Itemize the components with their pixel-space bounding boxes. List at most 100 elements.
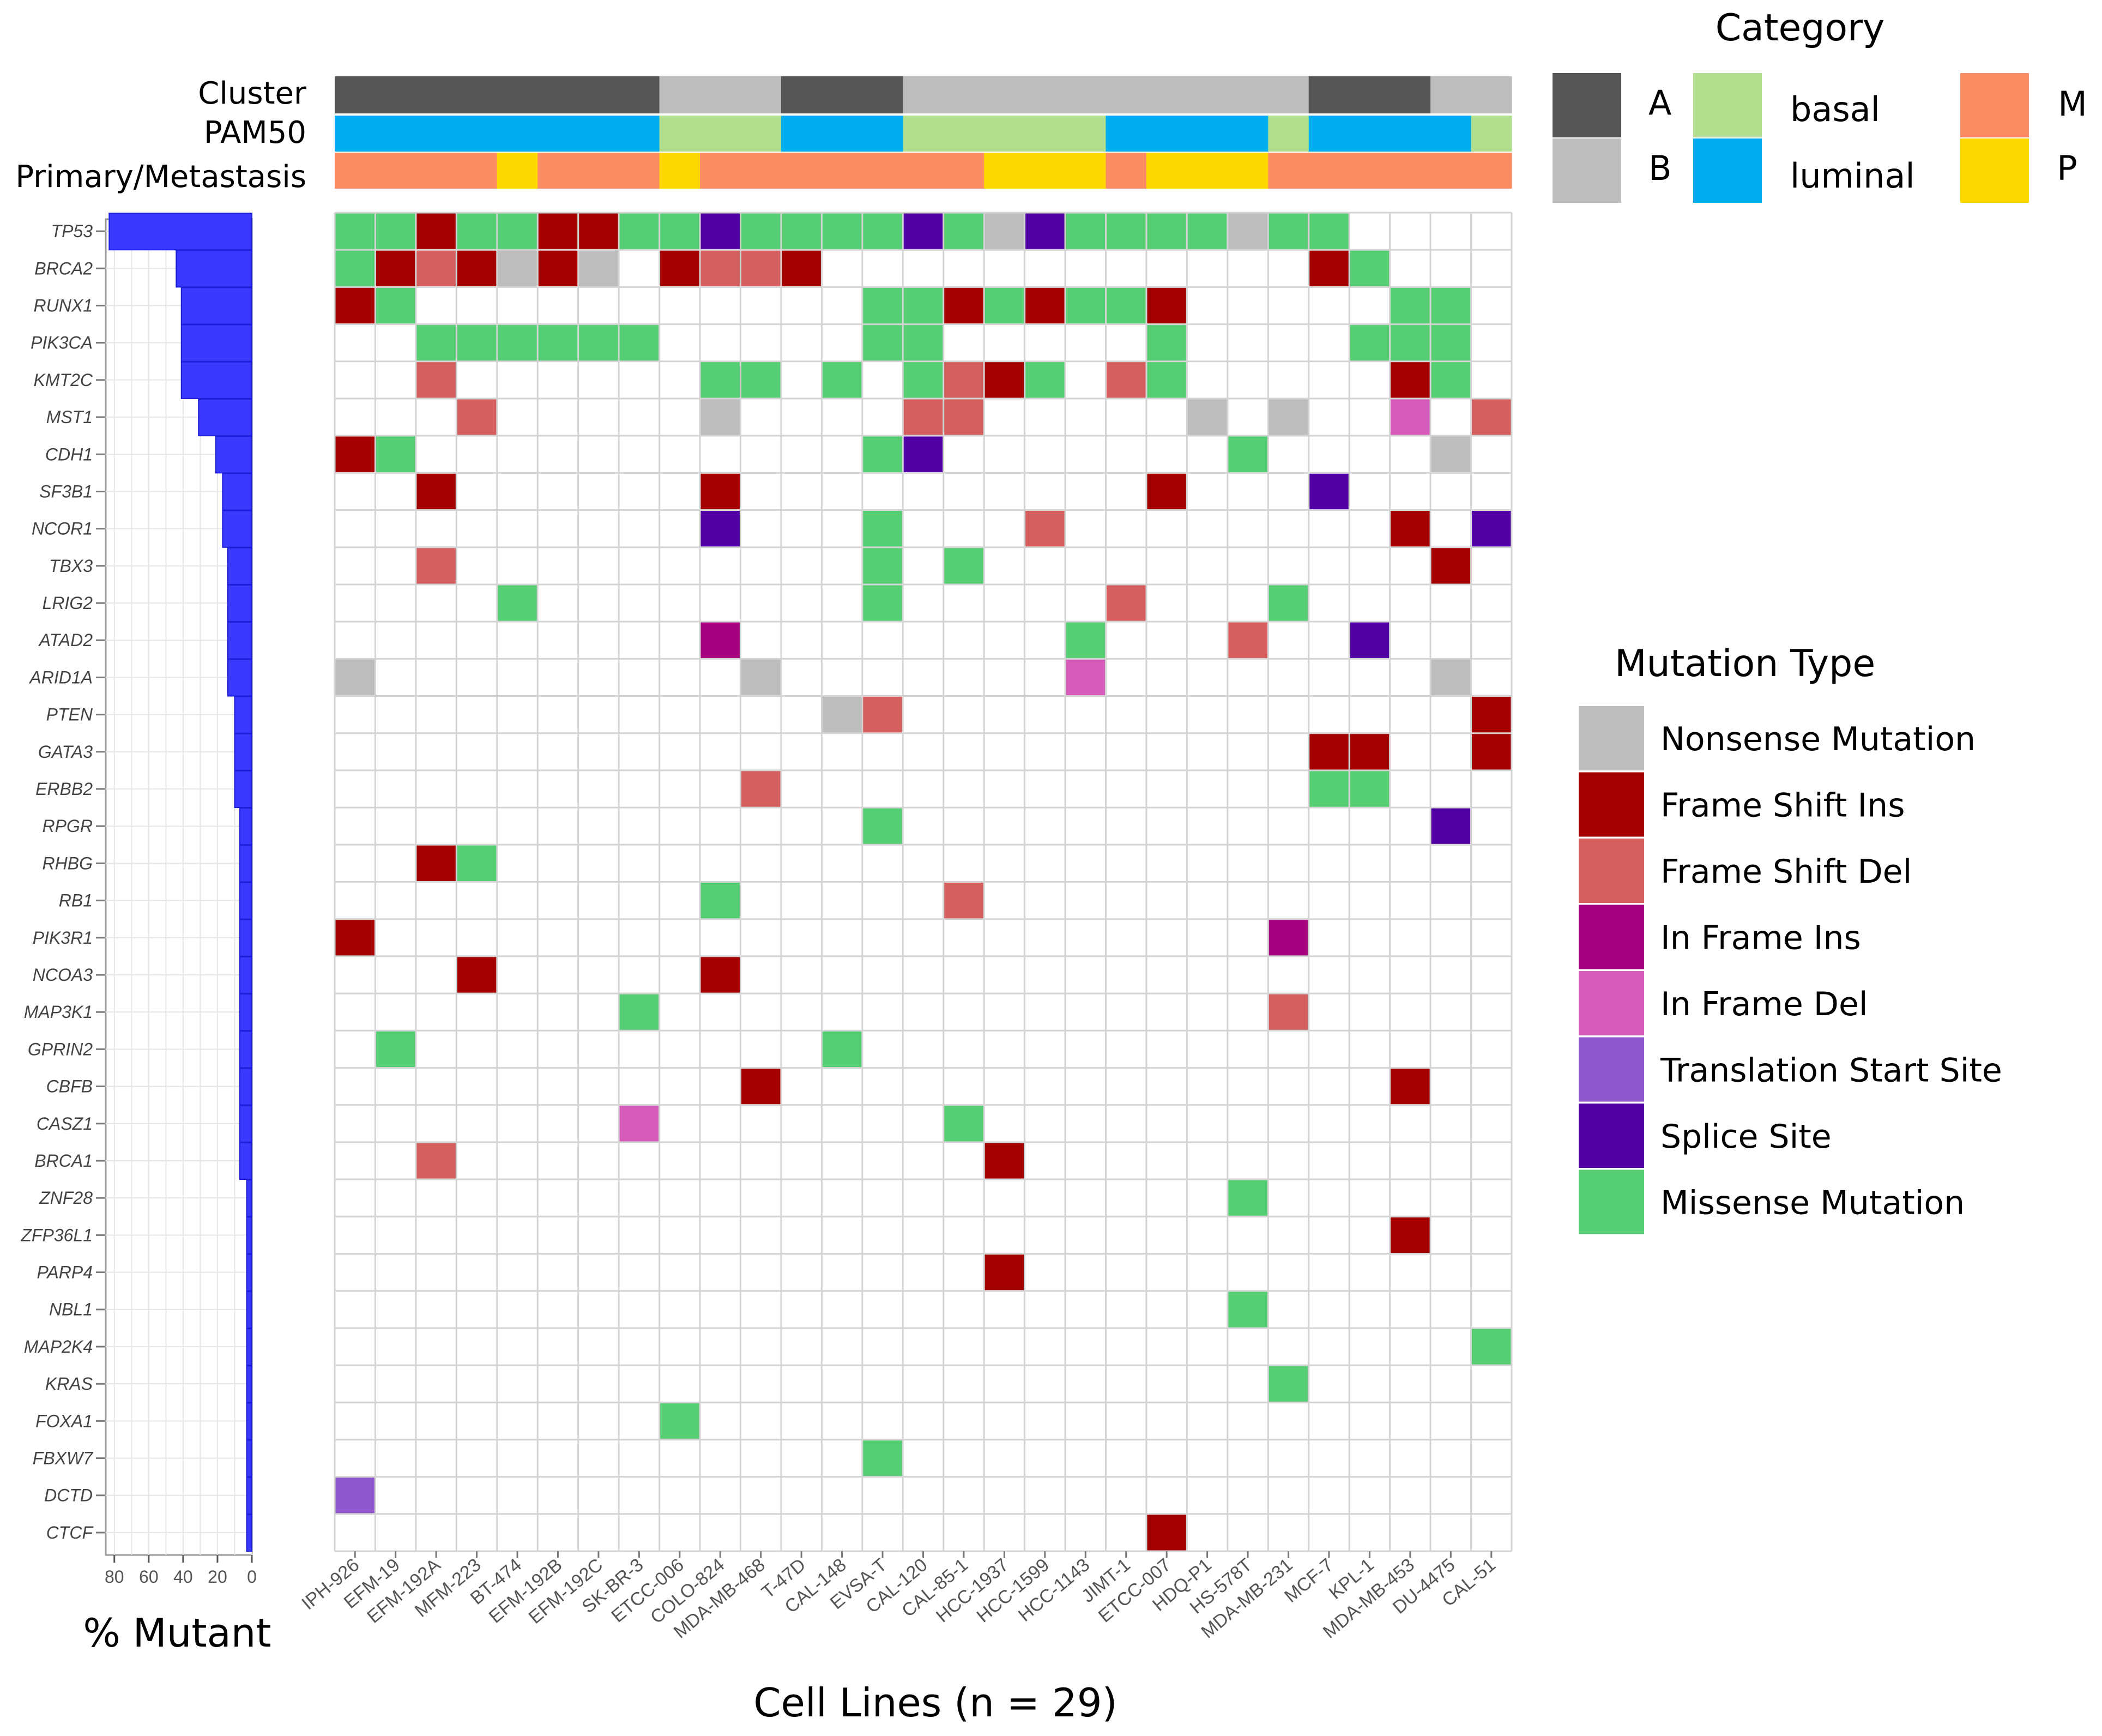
mutation-cell: [862, 213, 903, 250]
mutation-cell: [578, 213, 619, 250]
track-cell-cluster: [1106, 76, 1147, 113]
mutation-cell: [1390, 287, 1431, 324]
mutation-cell: [1065, 213, 1106, 250]
mutation-cell: [456, 213, 497, 250]
mutation-cell: [1024, 361, 1066, 399]
track-cell-pam50: [1227, 116, 1269, 152]
mutation-cell: [943, 287, 984, 324]
mutation-cell: [781, 213, 822, 250]
track-cell-cluster: [740, 76, 782, 113]
mutation-swatch: [1579, 1104, 1644, 1168]
mutation-cell: [740, 1068, 781, 1105]
mutation-swatch: [1579, 971, 1644, 1035]
mutation-cell: [943, 1105, 984, 1142]
track-cell-pam50: [1146, 116, 1188, 152]
mutation-cell: [903, 287, 944, 324]
mutation-cell: [700, 882, 741, 919]
mutation-cell: [700, 956, 741, 994]
gene-bar: [246, 1476, 253, 1515]
track-cell-site: [375, 153, 416, 189]
gene-bar: [198, 398, 253, 437]
gene-bar: [176, 250, 252, 288]
mutation-cell: [740, 770, 781, 808]
category-swatch-basal: [1693, 73, 1762, 137]
track-cell-cluster: [984, 76, 1025, 113]
track-cell-pam50: [1471, 116, 1512, 152]
track-cell-pam50: [497, 116, 538, 152]
gene-bar: [239, 1030, 252, 1069]
mutation-legend-label: In Frame Ins: [1660, 919, 1861, 957]
gene-bar: [246, 1365, 253, 1403]
track-cell-site: [537, 153, 579, 189]
gene-label: MAP3K1: [24, 1002, 93, 1022]
mutation-legend-label: Frame Shift Ins: [1660, 787, 1905, 825]
gene-bar: [180, 361, 253, 399]
mutation-cell: [1390, 398, 1431, 436]
mutation-cell: [375, 436, 416, 473]
mutation-cell: [619, 1105, 660, 1142]
track-cell-pam50: [984, 116, 1025, 152]
track-cell-cluster: [375, 76, 416, 113]
category-swatch-M: [1960, 73, 2029, 137]
mutation-cell: [375, 1030, 416, 1068]
mutation-cell: [415, 324, 457, 361]
track-cell-pam50: [456, 116, 498, 152]
track-cell-cluster: [335, 76, 376, 113]
gene-label: TP53: [51, 221, 93, 241]
category-legend-label: M: [2058, 84, 2087, 124]
gene-bar: [234, 770, 253, 809]
track-cell-cluster: [537, 76, 579, 113]
gene-labels: TP53 BRCA2 RUNX1 PIK3CA KMT2C MST1 CDH1 SF3B1 NC…: [20, 221, 105, 1542]
track-cell-site: [1024, 153, 1066, 189]
gene-bar: [246, 1402, 253, 1440]
track-cell-site: [740, 153, 782, 189]
mutation-cell: [335, 287, 376, 324]
gene-bar: [239, 845, 252, 883]
gene-label: CBFB: [46, 1077, 93, 1096]
gene-label: RPGR: [43, 816, 93, 836]
gene-bar: [239, 919, 252, 957]
track-label-cluster: Cluster: [198, 76, 307, 111]
category-swatch-A: [1553, 73, 1621, 137]
gene-label: FBXW7: [33, 1449, 93, 1468]
mutation-cell: [1308, 473, 1350, 510]
category-legend-title: Category: [1716, 7, 1885, 50]
mutation-cell: [862, 436, 903, 473]
mutation-legend-title: Mutation Type: [1615, 642, 1875, 685]
track-cell-site: [1146, 153, 1188, 189]
gene-label: LRIG2: [43, 593, 93, 613]
bar-axis-tick-label: 80: [105, 1567, 124, 1587]
category-swatch-P: [1960, 138, 2029, 203]
mutation-cell: [1430, 324, 1471, 361]
gene-bar: [239, 1142, 252, 1180]
category-swatch-luminal: [1693, 138, 1762, 203]
track-cell-cluster: [1268, 76, 1309, 113]
mutation-cell: [1146, 324, 1187, 361]
gene-bar: [239, 956, 252, 994]
track-cell-pam50: [1390, 116, 1431, 152]
gene-label: RUNX1: [34, 296, 93, 315]
mutation-swatch: [1579, 905, 1644, 969]
gene-bar: [239, 882, 252, 920]
mutation-cell: [984, 1253, 1025, 1291]
gene-label: PIK3CA: [31, 333, 93, 353]
gene-label: ARID1A: [28, 667, 93, 687]
mutation-cell: [862, 807, 903, 845]
mutation-cell: [1471, 398, 1512, 436]
mutation-cell: [943, 882, 984, 919]
track-cell-site: [497, 153, 538, 189]
mutation-cell: [1390, 324, 1431, 361]
gene-bar: [246, 1179, 253, 1217]
mutation-cell: [700, 250, 741, 287]
track-cell-site: [659, 153, 700, 189]
mutation-cell: [456, 845, 497, 882]
gene-label: MAP2K4: [24, 1337, 93, 1357]
gene-bar: [180, 287, 253, 325]
mutation-swatch: [1579, 1037, 1644, 1102]
mutation-cell: [415, 213, 457, 250]
track-cell-pam50: [740, 116, 782, 152]
track-cell-pam50: [943, 116, 984, 152]
track-cell-site: [1268, 153, 1309, 189]
mutation-cell: [375, 250, 416, 287]
gene-bar: [180, 324, 253, 362]
